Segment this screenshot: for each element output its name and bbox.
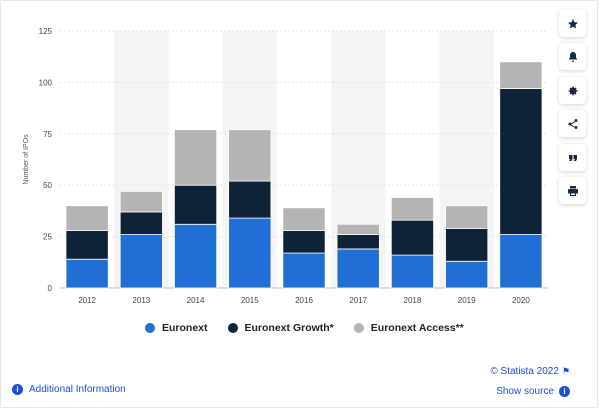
share-button[interactable] <box>559 110 586 137</box>
legend-label: Euronext Growth* <box>244 322 334 334</box>
info-icon: i <box>12 384 23 395</box>
bar-2016-series-2[interactable] <box>282 207 326 231</box>
additional-information-link[interactable]: i Additional Information <box>12 384 126 395</box>
print-icon <box>567 185 578 196</box>
bar-2015-series-0[interactable] <box>228 217 272 289</box>
legend-item-euronext-growth[interactable]: Euronext Growth* <box>227 322 334 334</box>
notification-button[interactable] <box>559 43 586 70</box>
bell-icon <box>568 51 577 62</box>
legend-label: Euronext <box>162 322 208 334</box>
statista-credit[interactable]: © Statista 2022 ⚑ <box>490 366 570 377</box>
chart-legend: Euronext Euronext Growth* Euronext Acces… <box>145 322 464 334</box>
bar-2013-series-1[interactable] <box>119 211 163 235</box>
bar-2020-series-1[interactable] <box>499 88 543 235</box>
x-tick-label: 2013 <box>132 296 150 305</box>
bars <box>65 61 543 289</box>
bar-2017-series-0[interactable] <box>336 248 380 289</box>
x-tick-label: 2017 <box>349 296 367 305</box>
bar-2014-series-1[interactable] <box>174 184 218 225</box>
bar-2017-series-1[interactable] <box>336 234 380 250</box>
y-tick-label: 125 <box>39 27 53 36</box>
bar-2019-series-1[interactable] <box>445 227 489 262</box>
x-tick-label: 2012 <box>78 296 96 305</box>
bar-2014-series-2[interactable] <box>174 129 218 186</box>
y-tick-label: 100 <box>39 78 53 87</box>
show-source-label: Show source <box>496 386 554 397</box>
flag-icon: ⚑ <box>561 366 570 376</box>
y-tick-label: 25 <box>43 233 52 242</box>
bar-2016-series-0[interactable] <box>282 252 326 289</box>
x-tick-label: 2019 <box>458 296 476 305</box>
bar-2018-series-1[interactable] <box>390 219 434 256</box>
x-tick-label: 2020 <box>512 296 530 305</box>
cite-button[interactable] <box>559 144 586 171</box>
bar-2012-series-2[interactable] <box>65 205 109 231</box>
bar-2019-series-0[interactable] <box>445 260 489 289</box>
bar-2014-series-0[interactable] <box>174 223 218 289</box>
bar-2019-series-2[interactable] <box>445 205 489 229</box>
legend-swatch <box>227 323 238 333</box>
y-axis-ticks: 0 25 50 75 100 125 <box>39 27 53 293</box>
star-icon <box>567 18 578 29</box>
bar-2017-series-2[interactable] <box>336 223 380 235</box>
x-tick-label: 2018 <box>404 296 422 305</box>
y-axis-label: Number of IPOs <box>23 134 30 185</box>
additional-information-label: Additional Information <box>29 384 126 395</box>
legend-label: Euronext Access** <box>370 322 464 334</box>
bar-2012-series-1[interactable] <box>65 230 109 260</box>
credit-label: © Statista 2022 <box>490 366 559 377</box>
favorite-button[interactable] <box>559 10 586 37</box>
show-source-link[interactable]: Show source i <box>496 386 570 397</box>
y-tick-label: 50 <box>43 181 52 190</box>
bar-2015-series-1[interactable] <box>228 180 272 219</box>
info-icon: i <box>559 386 570 397</box>
gear-icon <box>568 86 577 95</box>
bar-2013-series-0[interactable] <box>119 234 163 289</box>
bar-2018-series-2[interactable] <box>390 197 434 221</box>
bar-2016-series-1[interactable] <box>282 230 326 254</box>
bar-2020-series-2[interactable] <box>499 61 543 89</box>
legend-swatch <box>353 323 364 333</box>
bar-2020-series-0[interactable] <box>499 234 543 289</box>
bar-2012-series-0[interactable] <box>65 258 109 289</box>
bar-2018-series-0[interactable] <box>390 254 434 289</box>
legend-item-euronext[interactable]: Euronext <box>145 322 208 334</box>
y-tick-label: 75 <box>43 130 52 139</box>
settings-button[interactable] <box>559 77 586 104</box>
y-tick-label: 0 <box>48 284 53 293</box>
legend-item-euronext-access[interactable]: Euronext Access** <box>353 322 464 334</box>
share-icon <box>568 118 577 129</box>
x-tick-label: 2014 <box>187 296 205 305</box>
bar-2013-series-2[interactable] <box>119 190 163 213</box>
print-button[interactable] <box>559 177 586 204</box>
x-axis-ticks: 2012 2013 2014 2015 2016 2017 2018 2019 2020 <box>78 296 530 305</box>
x-tick-label: 2016 <box>295 296 313 305</box>
quote-icon <box>568 154 577 161</box>
bar-2015-series-2[interactable] <box>228 129 272 182</box>
legend-swatch <box>145 323 155 333</box>
x-tick-label: 2015 <box>241 296 259 305</box>
